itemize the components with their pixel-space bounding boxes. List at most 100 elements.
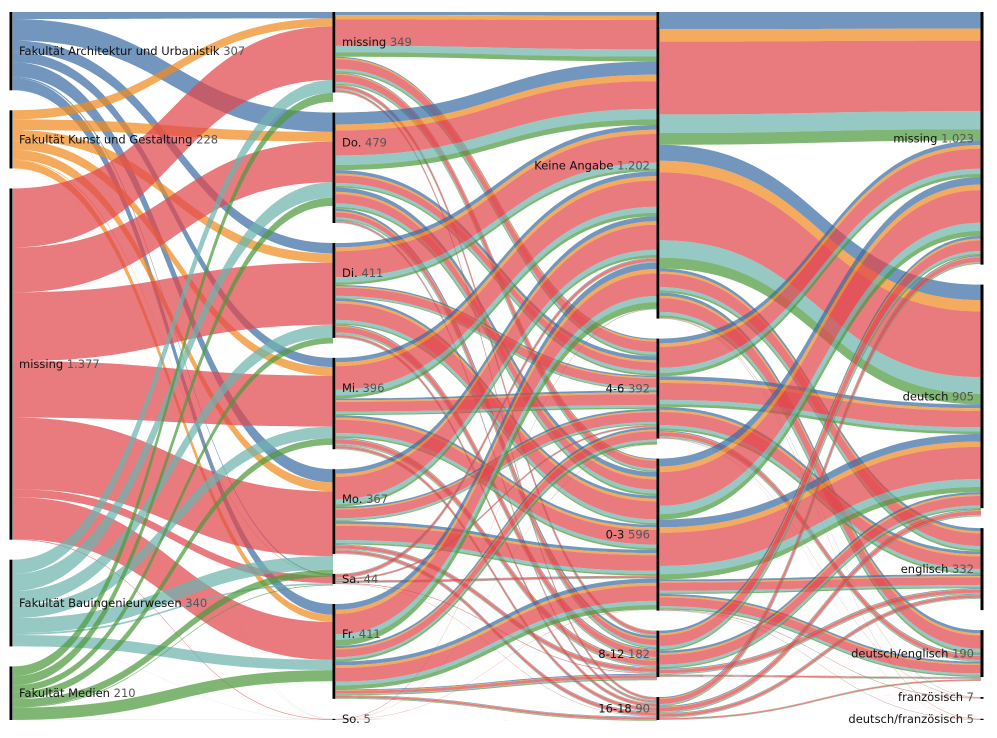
node-label-name: französisch <box>898 690 967 704</box>
flow-band <box>660 190 981 506</box>
flow-band <box>336 168 657 285</box>
flow-band <box>13 159 333 576</box>
flow-band <box>660 28 981 42</box>
flow-band <box>660 438 981 698</box>
flow-band <box>336 609 657 720</box>
flow-band <box>660 236 981 634</box>
flow-band <box>660 160 981 312</box>
flow-band <box>660 507 981 669</box>
flow-band <box>336 296 657 640</box>
node-label-count: 396 <box>362 381 384 395</box>
flow-band <box>336 444 657 720</box>
flow-band <box>660 610 981 720</box>
node-bar <box>656 630 660 678</box>
node-bar <box>332 357 336 450</box>
flow-band <box>660 446 981 566</box>
flow-band <box>660 680 981 720</box>
node-label-count: 5 <box>363 712 370 726</box>
flow-band <box>13 417 333 557</box>
flow-band <box>660 676 981 680</box>
node-bars <box>9 12 984 720</box>
node-label: missing 1.377 <box>19 357 100 371</box>
flow-band <box>336 544 657 668</box>
flow-band <box>336 609 657 720</box>
node-bar <box>332 243 336 338</box>
flow-band <box>13 489 333 584</box>
flow-band <box>660 129 981 145</box>
node-label: Fakultät Kunst und Gestaltung 228 <box>19 132 218 146</box>
flow-band <box>13 197 333 686</box>
flow-band <box>660 674 981 678</box>
node-label-count: 411 <box>359 627 381 641</box>
node-label: So. 5 <box>342 712 371 726</box>
flow-band <box>660 257 981 704</box>
flow-band <box>660 606 981 676</box>
node-label-name: Mo. <box>342 492 366 506</box>
flow-band <box>336 431 657 658</box>
flow-band <box>13 584 333 708</box>
flow-band <box>660 610 981 720</box>
flow-band <box>336 176 657 367</box>
node-bar <box>332 604 336 699</box>
node-label: 8-12 182 <box>598 647 650 661</box>
flow-band <box>336 129 657 252</box>
flow-band <box>660 515 981 714</box>
flow-band <box>336 539 657 575</box>
node-bar <box>656 12 660 319</box>
flow-band <box>336 394 657 412</box>
flow-band <box>336 679 657 696</box>
node-label-name: Mi. <box>342 381 362 395</box>
flow-band <box>336 390 657 401</box>
node-label-name: deutsch/englisch <box>851 647 952 661</box>
flow-band <box>336 600 657 686</box>
flow-band <box>336 719 657 721</box>
flow-band <box>660 255 981 699</box>
flow-band <box>336 333 657 660</box>
flow-band <box>660 698 981 720</box>
flow-band <box>660 292 981 634</box>
flow-band <box>13 19 333 132</box>
node-label-name: Fakultät Kunst und Gestaltung <box>19 132 196 146</box>
flow-band <box>13 262 333 362</box>
flow-band <box>660 251 981 649</box>
flow-band <box>336 334 657 704</box>
node-label-count: 332 <box>952 562 974 576</box>
node-label-name: deutsch/französisch <box>848 712 966 726</box>
node-label-name: Di. <box>342 266 361 280</box>
flow-band <box>336 308 657 719</box>
flow-band <box>336 426 657 581</box>
node-label-count: 392 <box>628 382 650 396</box>
flow-band <box>336 576 657 581</box>
flow-band <box>660 610 981 720</box>
flow-band <box>660 593 981 675</box>
flow-band <box>660 608 981 677</box>
flow-band <box>336 675 657 694</box>
flow-band <box>336 674 657 691</box>
flow-band <box>13 426 333 619</box>
flow-band <box>660 438 981 698</box>
flow-band <box>660 674 981 678</box>
flow-band <box>660 679 981 719</box>
flow-band <box>336 257 657 575</box>
flow-band <box>336 171 657 363</box>
flow-band <box>336 697 657 721</box>
flow-band <box>13 538 333 720</box>
flow-band <box>660 588 981 670</box>
flow-band <box>660 597 981 674</box>
flow-band <box>336 545 657 672</box>
node-label-count: 479 <box>365 136 387 150</box>
flow-band <box>13 583 333 635</box>
flow-band <box>660 610 981 720</box>
flow-band <box>336 609 657 720</box>
node-label: 16-18 90 <box>598 702 650 716</box>
flow-band <box>336 258 657 578</box>
node-label: deutsch/englisch 190 <box>851 647 974 661</box>
node-label: Fakultät Medien 210 <box>19 686 136 700</box>
flow-band <box>336 217 657 648</box>
flow-band <box>336 439 657 660</box>
node-bar <box>9 666 13 720</box>
flow-band <box>13 92 333 677</box>
flow-band <box>660 436 981 662</box>
flow-band <box>336 577 657 583</box>
node-label-name: 16-18 <box>598 702 635 716</box>
